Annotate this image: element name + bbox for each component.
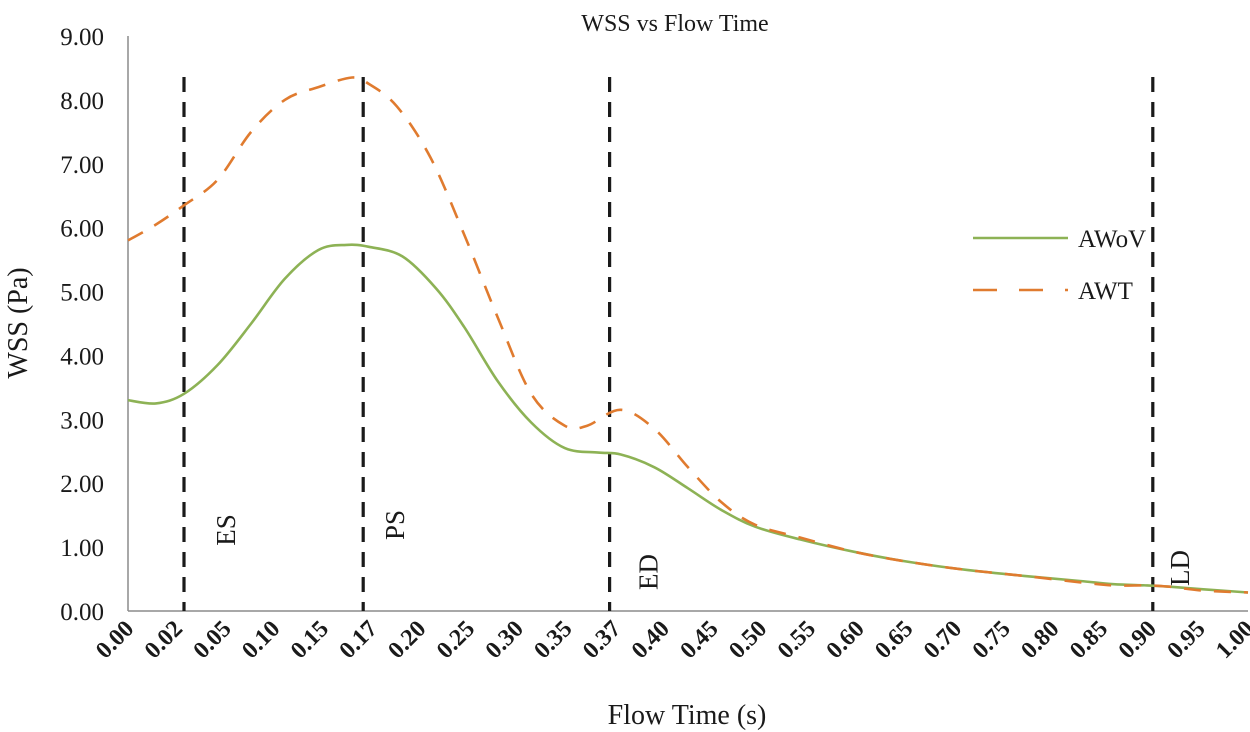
chart-title: WSS vs Flow Time: [581, 11, 768, 37]
legend-label-awov: AWoV: [1078, 226, 1146, 253]
phase-label-ed: ED: [634, 554, 664, 590]
x-tick-label: 0.05: [189, 616, 237, 664]
y-tick-label: 0.00: [60, 599, 104, 626]
series-line-awt: [127, 76, 1249, 594]
x-tick-label: 0.80: [1016, 616, 1064, 664]
y-tick-label: 8.00: [60, 88, 104, 115]
y-tick-label: 7.00: [60, 152, 104, 179]
x-tick-label: 0.10: [237, 616, 285, 664]
x-tick-label: 0.15: [286, 616, 334, 664]
legend: AWoV AWT: [973, 226, 1146, 305]
x-tick-label: 0.75: [968, 616, 1016, 664]
x-tick-label: 0.90: [1114, 616, 1162, 664]
x-tick-label: 0.02: [140, 616, 188, 664]
x-tick-labels: 0.00 0.02 0.05 0.10 0.15 0.17 0.20 0.25 0.30 0.35…: [91, 616, 1250, 664]
y-axis-label: WSS (Pa): [3, 267, 34, 378]
legend-label-awt: AWT: [1078, 278, 1133, 305]
phase-markers: ES PS ED LD: [182, 77, 1195, 611]
x-tick-label: 0.65: [870, 616, 918, 664]
x-tick-label: 0.35: [529, 616, 577, 664]
y-tick-label: 3.00: [60, 407, 104, 434]
y-tick-label: 1.00: [60, 535, 104, 562]
x-tick-label: 0.45: [676, 616, 724, 664]
x-tick-label: 0.95: [1162, 616, 1210, 664]
x-tick-label: 0.17: [335, 616, 383, 664]
series-lines: [127, 76, 1249, 594]
x-tick-label: 0.55: [773, 616, 821, 664]
phase-label-ld: LD: [1165, 550, 1195, 586]
x-tick-label: 0.40: [627, 616, 675, 664]
x-tick-label: 0.20: [383, 616, 431, 664]
x-tick-label: 1.00: [1211, 616, 1250, 664]
y-tick-label: 5.00: [60, 280, 104, 307]
x-tick-label: 0.70: [919, 616, 967, 664]
phase-label-ps: PS: [380, 510, 410, 540]
phase-label-es: ES: [211, 514, 241, 546]
x-tick-label: 0.37: [578, 616, 626, 664]
y-tick-label: 6.00: [60, 216, 104, 243]
x-tick-label: 0.30: [481, 616, 529, 664]
y-tick-label: 9.00: [60, 24, 104, 51]
x-axis-label: Flow Time (s): [608, 700, 767, 731]
x-tick-label: 0.85: [1065, 616, 1113, 664]
x-tick-label: 0.25: [432, 616, 480, 664]
y-tick-label: 4.00: [60, 343, 104, 370]
y-tick-labels: 0.00 1.00 2.00 3.00 4.00 5.00 6.00 7.00 8.00 9.00: [60, 24, 104, 626]
x-tick-label: 0.60: [822, 616, 870, 664]
x-tick-label: 0.50: [724, 616, 772, 664]
y-tick-label: 2.00: [60, 471, 104, 498]
